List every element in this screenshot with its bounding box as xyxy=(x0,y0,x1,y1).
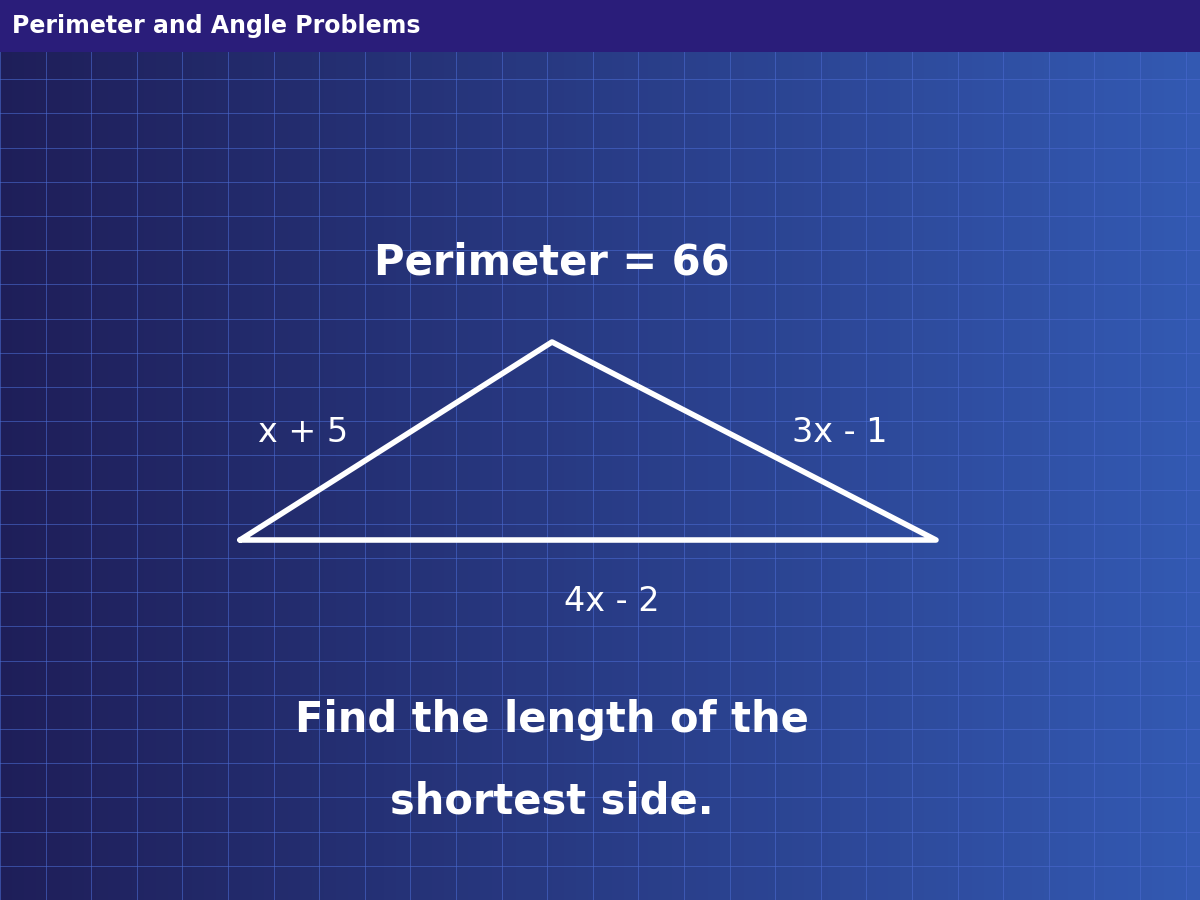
Text: 3x - 1: 3x - 1 xyxy=(792,416,888,448)
Text: x + 5: x + 5 xyxy=(258,416,348,448)
Text: shortest side.: shortest side. xyxy=(390,780,714,822)
Text: Perimeter = 66: Perimeter = 66 xyxy=(374,241,730,284)
Text: Find the length of the: Find the length of the xyxy=(295,699,809,741)
Text: 4x - 2: 4x - 2 xyxy=(564,585,660,618)
FancyBboxPatch shape xyxy=(0,0,1200,52)
Text: Perimeter and Angle Problems: Perimeter and Angle Problems xyxy=(12,14,420,38)
